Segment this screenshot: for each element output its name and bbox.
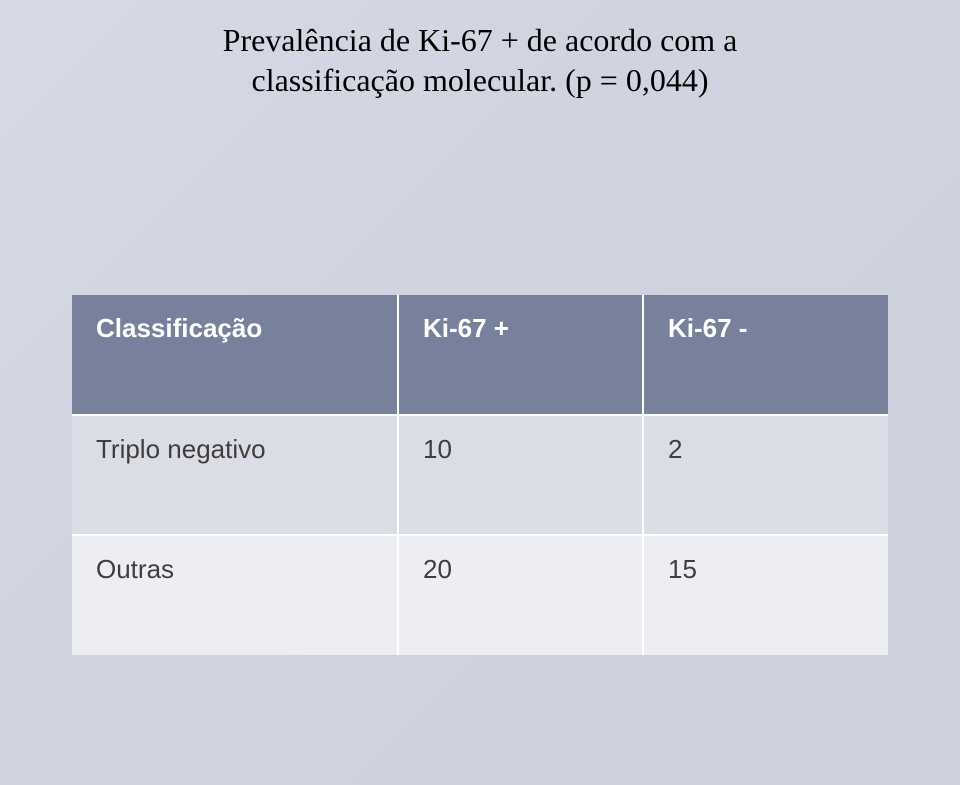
cell-class-label: Outras: [72, 535, 398, 655]
title-line-2: classificação molecular. (p = 0,044): [252, 62, 709, 98]
table-header-row: Classificação Ki-67 + Ki-67 -: [72, 295, 888, 415]
table-row: Triplo negativo 10 2: [72, 415, 888, 535]
classification-table: Classificação Ki-67 + Ki-67 - Triplo neg…: [72, 295, 888, 655]
cell-class-label: Triplo negativo: [72, 415, 398, 535]
col-header-ki67-neg: Ki-67 -: [643, 295, 888, 415]
title-line-1: Prevalência de Ki-67 + de acordo com a: [223, 22, 738, 58]
col-header-ki67-pos: Ki-67 +: [398, 295, 643, 415]
col-header-classificacao: Classificação: [72, 295, 398, 415]
cell-value: 2: [643, 415, 888, 535]
cell-value: 20: [398, 535, 643, 655]
table-row: Outras 20 15: [72, 535, 888, 655]
cell-value: 10: [398, 415, 643, 535]
slide-title: Prevalência de Ki-67 + de acordo com a c…: [100, 20, 860, 100]
slide: Prevalência de Ki-67 + de acordo com a c…: [0, 0, 960, 785]
cell-value: 15: [643, 535, 888, 655]
